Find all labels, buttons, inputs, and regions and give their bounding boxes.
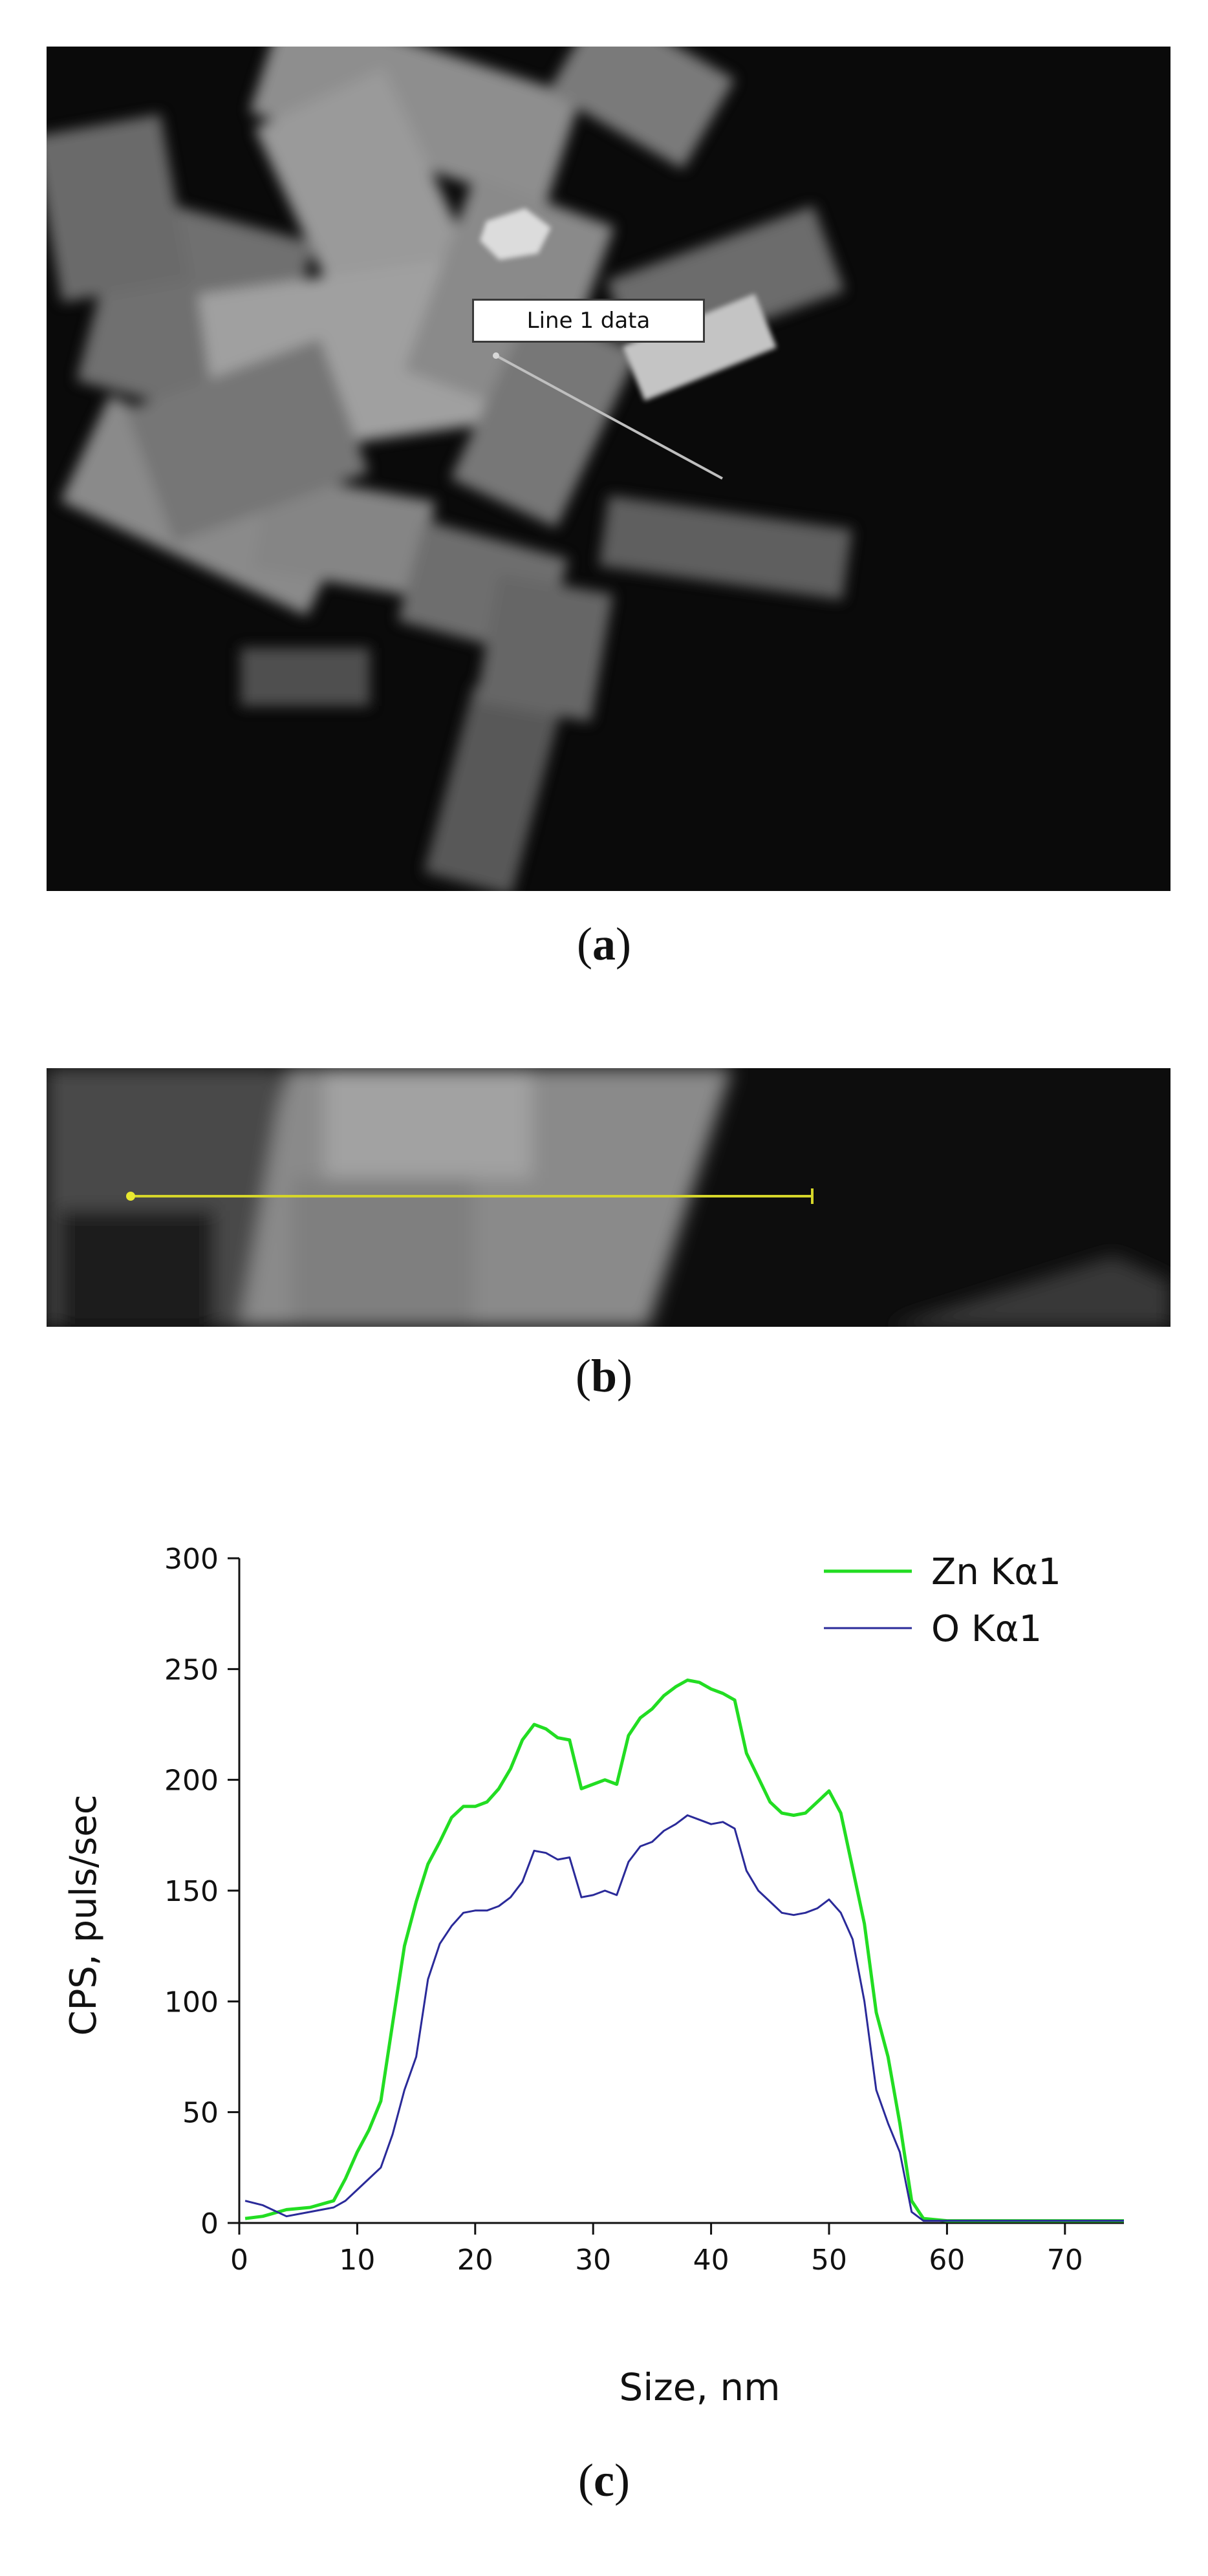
y-tick-label: 100 (164, 1986, 219, 2019)
x-tick-label: 60 (929, 2244, 965, 2277)
x-axis-label: Size, nm (619, 2365, 780, 2409)
panel-label-a: (a) (577, 918, 631, 970)
panel-letter-a: a (592, 918, 616, 970)
legend-label-1: Zn Kα1 (931, 1551, 1061, 1593)
micrograph-a-image (47, 47, 1170, 891)
panel-letter-b: b (590, 1350, 618, 1402)
series-line-2 (244, 1814, 1124, 2222)
legend-label-2: O Kα1 (931, 1608, 1042, 1650)
line-data-callout: Line 1 data (472, 299, 705, 343)
y-tick-label: 300 (164, 1543, 219, 1576)
x-tick-label: 10 (339, 2244, 375, 2277)
micrograph-a (47, 47, 1170, 891)
x-tick-label: 50 (811, 2244, 847, 2277)
y-tick-label: 250 (164, 1653, 219, 1686)
panel-label-b: (b) (575, 1350, 632, 1402)
series-line-1 (244, 1679, 1124, 2223)
micrograph-b (47, 1068, 1170, 1327)
x-tick-label: 70 (1047, 2244, 1083, 2277)
y-tick-label: 150 (164, 1875, 219, 1908)
panel-label-c: (c) (578, 2454, 630, 2506)
y-axis-label: CPS, puls/sec (63, 1794, 105, 2035)
micrograph-b-image (47, 1068, 1170, 1327)
x-tick-label: 20 (457, 2244, 493, 2277)
x-tick-label: 40 (693, 2244, 729, 2277)
y-tick-label: 0 (200, 2207, 219, 2240)
chart-legend: Zn Kα1 O Kα1 (824, 1551, 1061, 1650)
x-tick-label: 0 (230, 2244, 248, 2277)
chart-axes: 0 50 100 150 200 250 300 0 10 20 30 40 50 60 70 (164, 1543, 1124, 2277)
panel-letter-c: c (594, 2454, 614, 2506)
x-tick-label: 30 (575, 2244, 611, 2277)
y-tick-label: 50 (182, 2097, 219, 2130)
y-tick-label: 200 (164, 1765, 219, 1798)
line-profile-chart: 0 50 100 150 200 250 300 0 10 20 30 40 50 60 70 Zn Kα1… (63, 1543, 1124, 2409)
chart-series (244, 1679, 1124, 2223)
